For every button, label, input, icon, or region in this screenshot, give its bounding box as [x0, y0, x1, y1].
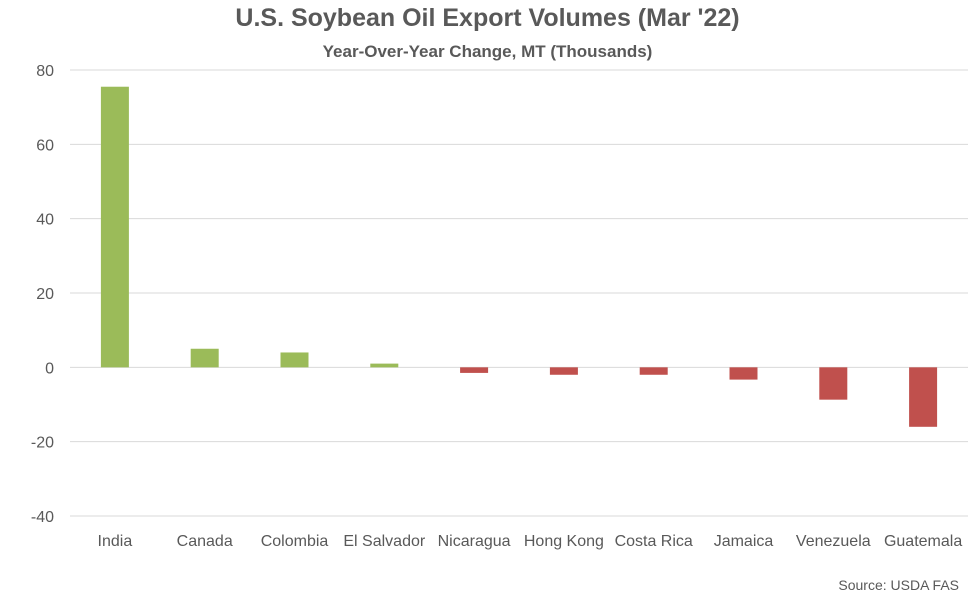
y-tick-label: -40 — [31, 509, 54, 526]
bar-india — [100, 86, 129, 368]
bar-colombia — [280, 352, 309, 368]
x-tick-label: Costa Rica — [615, 533, 693, 550]
source-note: Source: USDA FAS — [838, 577, 959, 593]
x-axis-ticks: India Canada Colombia El Salvador Nicaragua H… — [98, 533, 963, 550]
x-tick-label: India — [98, 533, 133, 550]
y-tick-label: 80 — [36, 63, 54, 80]
bars — [100, 86, 938, 427]
x-tick-label: Hong Kong — [524, 533, 604, 550]
bar-venezuela — [819, 367, 848, 400]
chart-title: U.S. Soybean Oil Export Volumes (Mar '22… — [235, 4, 740, 32]
bar-jamaica — [729, 367, 758, 380]
y-tick-label: -20 — [31, 435, 54, 452]
bar-guatemala — [909, 367, 938, 427]
x-tick-label: Colombia — [261, 533, 329, 550]
bar-nicaragua — [460, 367, 489, 373]
x-tick-label: El Salvador — [343, 533, 425, 550]
y-tick-label: 60 — [36, 137, 54, 154]
y-axis-ticks: -40 -20 0 20 40 60 80 — [31, 63, 54, 526]
y-tick-label: 20 — [36, 286, 54, 303]
x-tick-label: Guatemala — [884, 533, 962, 550]
bar-hong-kong — [549, 367, 578, 375]
x-tick-label: Canada — [177, 533, 233, 550]
bar-costa-rica — [639, 367, 668, 375]
bar-canada — [190, 348, 219, 368]
chart-subtitle: Year-Over-Year Change, MT (Thousands) — [322, 42, 653, 61]
y-tick-label: 40 — [36, 212, 54, 229]
y-tick-label: 0 — [45, 360, 54, 377]
x-tick-label: Jamaica — [714, 533, 774, 550]
x-tick-label: Venezuela — [796, 533, 871, 550]
gridlines — [70, 69, 968, 517]
x-tick-label: Nicaragua — [438, 533, 511, 550]
bar-el-salvador — [370, 363, 399, 368]
